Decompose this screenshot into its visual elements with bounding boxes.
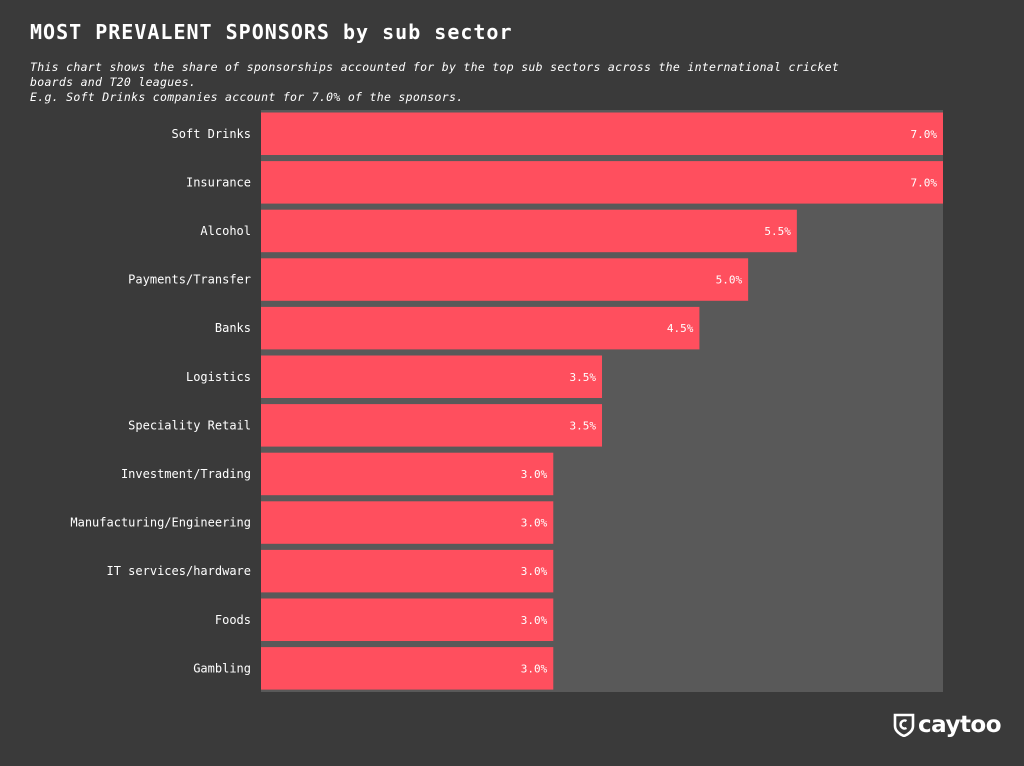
bar [261, 404, 602, 447]
category-label: Speciality Retail [128, 418, 251, 432]
bar [261, 549, 554, 593]
bar [261, 598, 554, 641]
category-label: Insurance [186, 175, 251, 189]
bar [261, 306, 700, 350]
value-label: 3.0% [521, 662, 548, 675]
subtitle-line: This chart shows the share of sponsorshi… [30, 60, 840, 74]
value-label: 3.0% [521, 565, 548, 578]
value-label: 3.0% [521, 517, 548, 530]
bar [261, 452, 554, 496]
subtitle-line: boards and T20 leagues. [30, 75, 197, 89]
category-label: Manufacturing/Engineering [70, 516, 251, 530]
chart-subtitle: This chart shows the share of sponsorshi… [30, 60, 920, 105]
category-label: Banks [215, 321, 251, 335]
category-label: Alcohol [200, 224, 251, 238]
bar [261, 112, 943, 155]
category-label: Soft Drinks [172, 127, 251, 141]
category-label: Logistics [186, 370, 251, 384]
caytoo-logo: caytoo [893, 712, 1002, 738]
bar [261, 209, 797, 253]
value-label: 3.5% [570, 419, 597, 432]
bar [261, 355, 602, 398]
bar [261, 161, 943, 204]
value-label: 3.5% [570, 371, 597, 384]
bar [261, 647, 554, 690]
bar [261, 501, 554, 544]
value-label: 7.0% [911, 128, 938, 141]
logo-text: caytoo [918, 712, 1002, 738]
category-label: Payments/Transfer [128, 273, 251, 287]
value-label: 3.0% [521, 614, 548, 627]
value-label: 3.0% [521, 468, 548, 481]
subtitle-line: E.g. Soft Drinks companies account for 7… [30, 90, 464, 104]
value-label: 4.5% [667, 322, 694, 335]
plot-panel [261, 110, 943, 692]
value-label: 7.0% [911, 176, 938, 189]
category-label: IT services/hardware [107, 564, 252, 578]
value-label: 5.0% [716, 274, 743, 287]
category-label: Investment/Trading [121, 467, 251, 481]
category-label: Foods [215, 613, 251, 627]
caytoo-shield-icon [893, 713, 915, 737]
bars-group: Soft Drinks 7.0% Insurance 7.0% Alcohol 5.5% P… [70, 112, 943, 690]
value-label: 5.5% [764, 225, 791, 238]
bar [261, 258, 749, 301]
chart-title: MOST PREVALENT SPONSORS by sub sector [30, 20, 513, 44]
category-label: Gambling [193, 661, 251, 675]
